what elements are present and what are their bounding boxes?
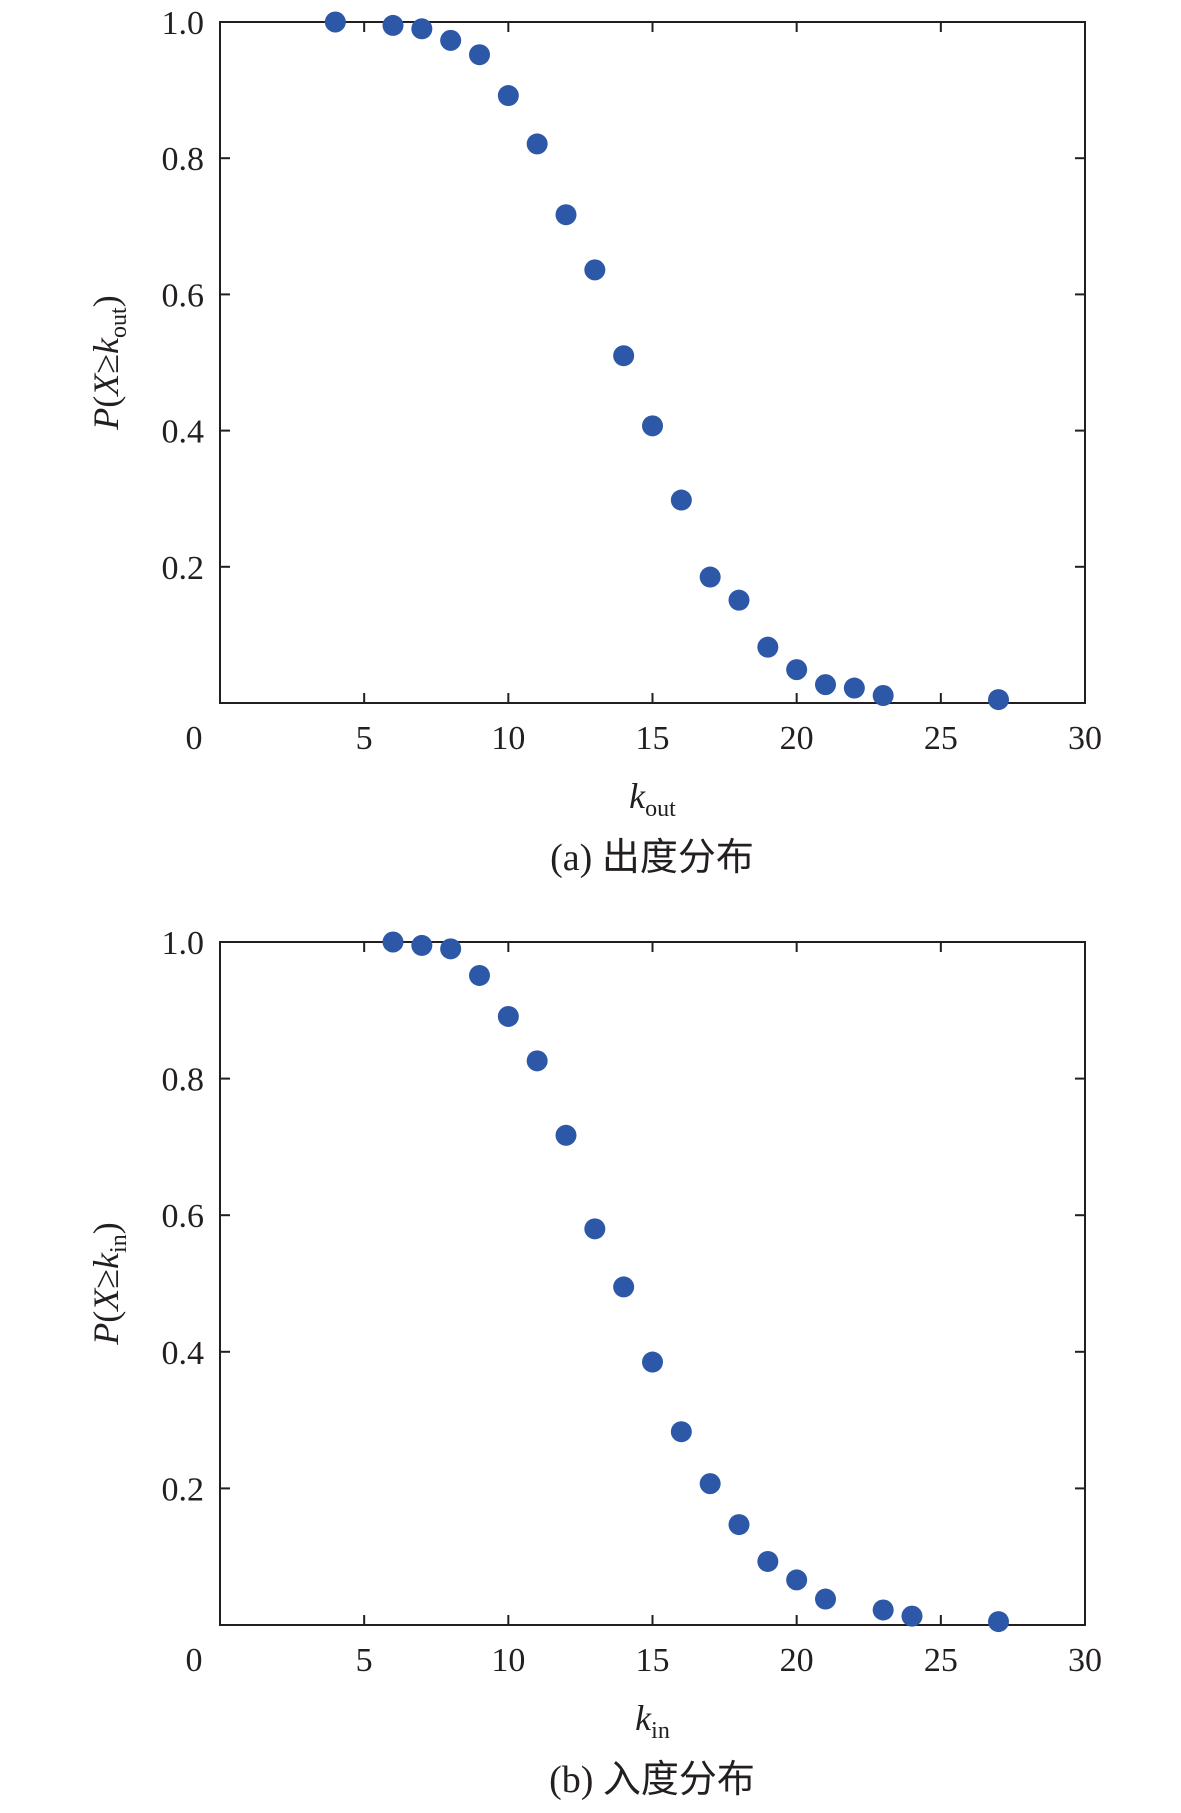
data-point bbox=[469, 44, 490, 66]
x-axis-label-k: k bbox=[629, 776, 646, 816]
y-axis-label-k: k bbox=[86, 337, 126, 354]
data-point bbox=[670, 1421, 692, 1443]
y-axis-label-open: ( bbox=[86, 1311, 126, 1323]
data-point bbox=[382, 931, 404, 953]
data-point bbox=[988, 689, 1009, 711]
x-tick-label: 25 bbox=[924, 720, 958, 757]
data-point bbox=[555, 204, 577, 226]
y-tick-label: 0.6 bbox=[162, 277, 205, 314]
y-tick-label: 1.0 bbox=[162, 925, 205, 962]
y-tick-label: 0.4 bbox=[162, 1335, 205, 1372]
data-point bbox=[584, 259, 606, 281]
x-tick-label: 30 bbox=[1068, 1642, 1102, 1679]
x-tick-label: 20 bbox=[780, 720, 814, 757]
x-axis-label: kin bbox=[635, 1698, 670, 1744]
data-point bbox=[728, 1514, 750, 1536]
y-tick-label: 0.6 bbox=[162, 1198, 205, 1235]
y-axis-label-op: ≥ bbox=[86, 1269, 126, 1289]
data-point bbox=[555, 1124, 577, 1146]
y-axis-label-p: P bbox=[86, 1323, 126, 1346]
y-axis-label-x: X bbox=[86, 372, 126, 398]
data-point bbox=[815, 1588, 836, 1610]
x-axis-label-sub: in bbox=[651, 1718, 670, 1744]
plot-frame bbox=[219, 941, 1086, 1626]
data-point bbox=[440, 29, 462, 51]
data-point bbox=[901, 1605, 923, 1627]
data-point bbox=[526, 1050, 548, 1072]
data-point bbox=[815, 674, 836, 696]
x-tick-label: 10 bbox=[491, 720, 525, 757]
data-point bbox=[699, 1473, 721, 1495]
data-point bbox=[613, 1276, 635, 1298]
data-point bbox=[613, 345, 635, 367]
panel-b: 0 5 10 15 20 25 300.20.40.60.81.0kinP(X≥kin)(b… bbox=[86, 925, 1102, 1801]
plot-frame bbox=[219, 21, 1086, 704]
data-point bbox=[988, 1611, 1009, 1633]
y-tick-label: 1.0 bbox=[162, 5, 205, 42]
data-point bbox=[497, 85, 519, 107]
y-tick-label: 0.8 bbox=[162, 141, 205, 178]
x-tick-label: 5 bbox=[356, 720, 373, 757]
y-axis-label-open: ( bbox=[86, 396, 126, 408]
y-axis-label-x: X bbox=[86, 1287, 126, 1313]
y-axis-label-close: ) bbox=[86, 1222, 126, 1234]
y-axis-label-sub: out bbox=[106, 307, 132, 338]
data-point bbox=[411, 934, 433, 956]
x-tick-label: 15 bbox=[636, 720, 670, 757]
data-point bbox=[786, 659, 808, 681]
y-tick-label: 0.8 bbox=[162, 1062, 205, 1099]
y-axis-label-k: k bbox=[86, 1252, 126, 1269]
x-tick-label: 0 bbox=[186, 1642, 203, 1679]
y-axis-label-close: ) bbox=[86, 295, 126, 307]
y-tick-label: 0.2 bbox=[162, 1471, 205, 1508]
data-point bbox=[872, 685, 894, 707]
x-tick-label: 5 bbox=[356, 1642, 373, 1679]
data-point bbox=[469, 964, 490, 986]
data-point bbox=[728, 589, 750, 611]
data-point bbox=[497, 1005, 519, 1027]
x-tick-label: 20 bbox=[780, 1642, 814, 1679]
data-point bbox=[642, 1351, 663, 1373]
x-axis-label-k: k bbox=[635, 1698, 652, 1738]
panel-caption: (a) 出度分布 bbox=[550, 837, 754, 879]
data-point bbox=[757, 1550, 779, 1572]
x-tick-label: 15 bbox=[636, 1642, 670, 1679]
data-point bbox=[526, 133, 548, 155]
data-point bbox=[786, 1569, 808, 1591]
x-axis-label-sub: out bbox=[645, 796, 676, 822]
y-axis-label-sub: in bbox=[106, 1234, 132, 1253]
y-axis-label: P(X≥kin) bbox=[86, 1222, 132, 1345]
x-tick-label: 30 bbox=[1068, 720, 1102, 757]
y-axis-label: P(X≥kout) bbox=[86, 295, 132, 430]
data-point bbox=[382, 14, 404, 36]
data-point bbox=[872, 1599, 894, 1621]
data-point bbox=[324, 11, 346, 33]
panel-caption: (b) 入度分布 bbox=[549, 1759, 755, 1801]
data-point bbox=[411, 18, 433, 40]
data-point bbox=[584, 1218, 606, 1240]
x-axis-label: kout bbox=[629, 776, 676, 822]
data-point bbox=[843, 677, 865, 699]
y-tick-label: 0.2 bbox=[162, 550, 205, 587]
panel-a: 0 5 10 15 20 25 300.20.40.60.81.0koutP(X≥kout)… bbox=[86, 5, 1102, 879]
data-point bbox=[440, 938, 462, 960]
data-point bbox=[699, 566, 721, 588]
data-point bbox=[642, 415, 663, 437]
y-axis-label-op: ≥ bbox=[86, 354, 126, 374]
x-tick-label: 10 bbox=[491, 1642, 525, 1679]
y-axis-label-p: P bbox=[86, 408, 126, 431]
x-tick-label: 25 bbox=[924, 1642, 958, 1679]
data-point bbox=[670, 489, 692, 511]
y-tick-label: 0.4 bbox=[162, 414, 205, 451]
x-tick-label: 0 bbox=[186, 720, 203, 757]
data-point bbox=[757, 636, 779, 658]
